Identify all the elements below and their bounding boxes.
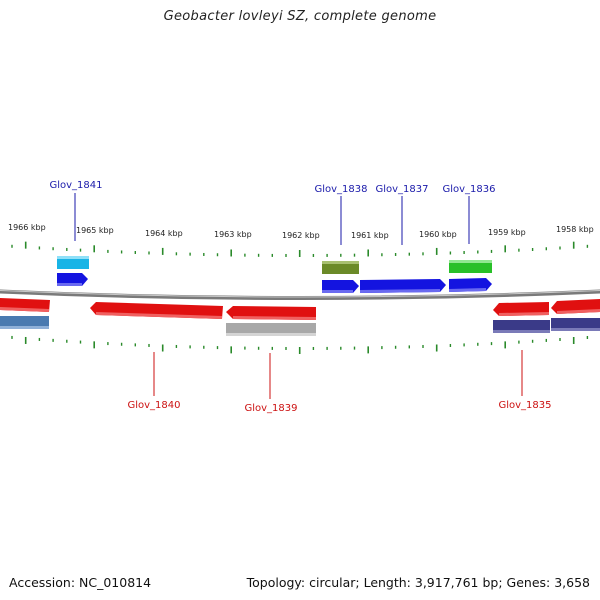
gene-arrow-1837[interactable] [360,279,446,293]
ruler-label-1962: 1962 kbp [282,231,320,240]
gene-label-1836[interactable]: Glov_1836 [442,184,495,195]
ruler-label-1959: 1959 kbp [488,228,526,237]
gene-label-1841[interactable]: Glov_1841 [49,180,102,191]
ruler-label-1961: 1961 kbp [351,231,389,240]
ruler-ticks-top [11,241,589,257]
genome-backbone [0,289,600,300]
genome-backbone-highlight [0,289,600,298]
gene-arrow-1838[interactable] [322,280,359,293]
ruler-label-1960: 1960 kbp [419,230,457,239]
feature-box-1834-navy[interactable] [551,318,600,331]
feature-box-1839-gray[interactable] [226,323,316,336]
gene-arrow-1841[interactable] [57,273,88,286]
ruler-label-1963: 1963 kbp [214,230,252,239]
feature-box-left-steelblue[interactable] [0,316,49,329]
topology-text: Topology: circular; Length: 3,917,761 bp… [246,575,590,590]
genome-title: Geobacter lovleyi SZ, complete genome [163,9,437,24]
ruler-label-1964: 1964 kbp [145,229,183,238]
gene-label-1838[interactable]: Glov_1838 [314,184,367,195]
feature-box-1841-cyan[interactable] [57,256,89,269]
gene-arrow-1839[interactable] [226,306,316,320]
ruler-label-1958: 1958 kbp [556,225,594,234]
feature-box-1838-olive[interactable] [322,261,359,274]
ruler-label-1966: 1966 kbp [8,223,46,232]
gene-label-1840[interactable]: Glov_1840 [127,400,180,411]
feature-box-1836-green[interactable] [449,260,492,273]
gene-arrow-1842[interactable] [0,298,50,312]
ruler-ticks-bottom [11,335,589,354]
gene-label-1839[interactable]: Glov_1839 [244,403,297,414]
gene-arrow-1836[interactable] [449,278,492,292]
gene-arrow-1834[interactable] [551,299,600,314]
gene-arrow-1840[interactable] [90,302,223,319]
feature-box-1835-navy[interactable] [493,320,550,333]
ruler-label-1965: 1965 kbp [76,226,114,235]
accession-text: Accession: NC_010814 [9,575,152,590]
gene-label-1835[interactable]: Glov_1835 [498,400,551,411]
gene-label-1837[interactable]: Glov_1837 [375,184,428,195]
gene-arrow-1835[interactable] [493,302,549,316]
